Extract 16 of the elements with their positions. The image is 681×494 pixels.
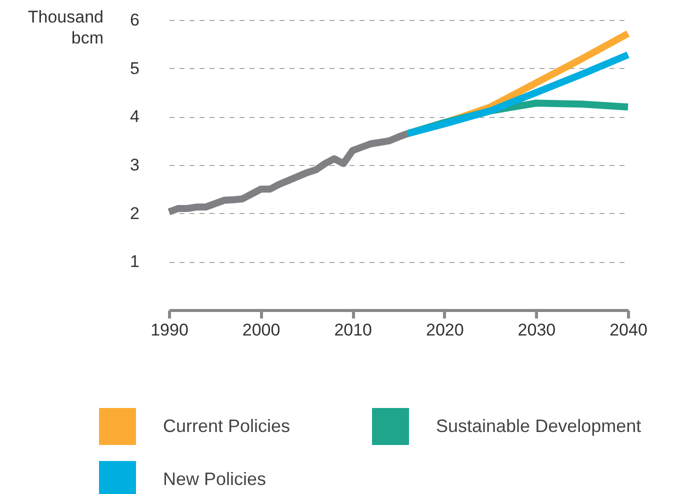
y-tick-label: 6 xyxy=(130,10,140,30)
legend-label: New Policies xyxy=(163,469,266,490)
x-tick-label: 2040 xyxy=(610,320,648,340)
y-tick-label: 3 xyxy=(130,156,140,174)
y-tick-label: 5 xyxy=(130,58,140,78)
y-tick-label: 1 xyxy=(130,252,140,272)
x-tick-label: 2010 xyxy=(334,320,372,340)
legend-label: Current Policies xyxy=(163,416,290,437)
x-tick-label: 2030 xyxy=(518,320,556,340)
x-tick-label: 2000 xyxy=(242,320,280,340)
x-tick-label: 2020 xyxy=(426,320,464,340)
y-tick-label: 4 xyxy=(130,107,140,126)
legend-label: Sustainable Development xyxy=(436,416,642,437)
x-tick-label: 1990 xyxy=(150,320,188,340)
y-axis-title: Thousand bcm xyxy=(28,8,104,48)
y-tick-label: 2 xyxy=(130,204,140,223)
